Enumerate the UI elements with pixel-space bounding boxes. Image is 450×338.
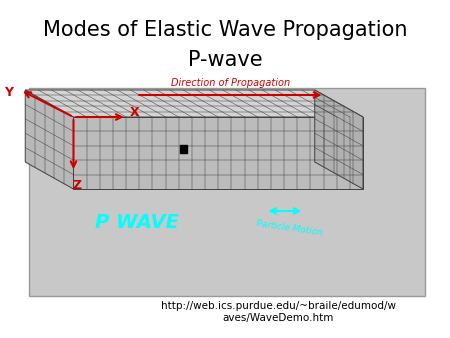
Text: P-wave: P-wave — [188, 50, 262, 70]
Text: Direction of Propagation: Direction of Propagation — [171, 78, 290, 88]
Polygon shape — [25, 90, 73, 189]
Text: P WAVE: P WAVE — [94, 213, 179, 232]
Text: Modes of Elastic Wave Propagation: Modes of Elastic Wave Propagation — [43, 20, 407, 40]
Bar — [180, 145, 187, 153]
Text: Z: Z — [73, 179, 82, 192]
Text: Particle Motion: Particle Motion — [256, 219, 324, 237]
Bar — [29, 88, 425, 296]
Text: X: X — [130, 106, 139, 120]
Polygon shape — [315, 90, 363, 189]
Text: Y: Y — [4, 86, 13, 98]
Polygon shape — [25, 90, 363, 117]
Text: http://web.ics.purdue.edu/~braile/edumod/w
aves/WaveDemo.htm: http://web.ics.purdue.edu/~braile/edumod… — [161, 301, 396, 323]
Polygon shape — [73, 117, 363, 189]
